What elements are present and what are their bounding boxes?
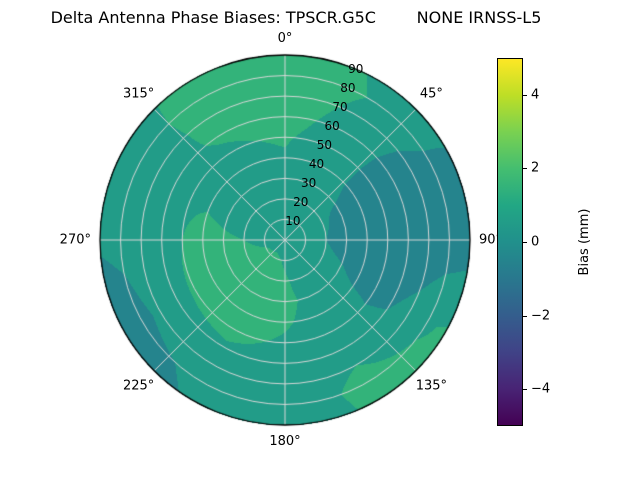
colorbar-tick-mark: [523, 94, 527, 96]
radial-tick-label: 30: [300, 176, 317, 191]
radial-tick-label: 90: [348, 62, 364, 77]
radial-tick-label: 20: [293, 195, 309, 210]
chart-title: Delta Antenna Phase Biases: TPSCR.G5C NO…: [50, 8, 542, 27]
colorbar-tick-mark: [523, 168, 527, 170]
angular-tick-label: 180°: [269, 434, 301, 449]
radial-tick-label: 80: [340, 81, 356, 96]
angular-tick-label: 270°: [59, 232, 91, 248]
angular-tick-label: 45°: [419, 86, 443, 102]
colorbar-tick-mark: [523, 315, 527, 317]
radial-tick-label: 70: [332, 100, 348, 115]
radial-tick-label: 10: [285, 214, 301, 228]
colorbar-tick-label: −2: [531, 308, 551, 324]
angular-tick-label: 0°: [277, 31, 293, 46]
colorbar-tick-mark: [523, 389, 527, 391]
colorbar-tick-label: 4: [531, 87, 540, 103]
radial-tick-label: 40: [308, 157, 325, 172]
angular-tick-label: 135°: [415, 378, 448, 394]
colorbar-tick-mark: [523, 242, 527, 243]
colorbar-tick-label: 0: [531, 234, 540, 250]
colorbar-tick-label: −4: [531, 381, 551, 397]
angular-tick-label: 225°: [122, 378, 155, 394]
angular-tick-label: 90°: [479, 232, 503, 248]
radial-tick-label: 60: [324, 119, 340, 134]
radial-tick-label: 50: [316, 138, 332, 153]
colorbar-axis-label: Bias (mm): [576, 208, 592, 276]
colorbar-tick-label: 2: [531, 160, 540, 176]
colorbar: [497, 58, 523, 426]
polar-heatmap-canvas: [85, 40, 485, 440]
angular-tick-label: 315°: [122, 86, 155, 102]
